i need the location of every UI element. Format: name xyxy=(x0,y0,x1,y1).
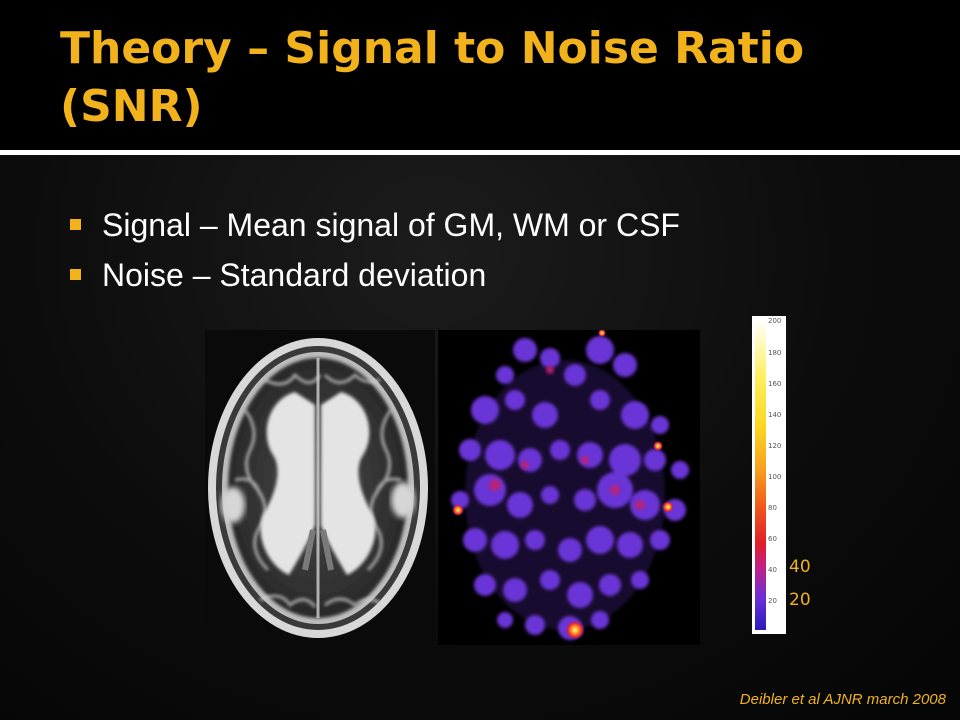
bullet-text: Signal – Mean signal of GM, WM or CSF xyxy=(102,207,680,243)
colorbar-label-40: 40 xyxy=(789,557,811,577)
colorbar-tick: 100 xyxy=(768,473,781,481)
bullet-item: Noise – Standard deviation xyxy=(68,250,680,300)
snr-colorbar: 200 180 160 140 120 100 80 60 40 20 xyxy=(752,316,786,634)
slide-title: Theory – Signal to Noise Ratio (SNR) xyxy=(60,23,805,132)
bullet-square-icon xyxy=(70,269,81,280)
colorbar-tick: 80 xyxy=(768,504,777,512)
bullet-text: Noise – Standard deviation xyxy=(102,257,487,293)
brain-figure xyxy=(205,330,700,645)
bullet-list: Signal – Mean signal of GM, WM or CSF No… xyxy=(68,200,680,300)
snr-map-image xyxy=(438,330,700,645)
mri-image xyxy=(205,330,435,645)
title-bar: Theory – Signal to Noise Ratio (SNR) xyxy=(0,0,960,150)
title-divider xyxy=(0,150,960,155)
colorbar-tick: 40 xyxy=(768,566,777,574)
colorbar-label-20: 20 xyxy=(789,590,811,610)
colorbar-tick: 20 xyxy=(768,597,777,605)
citation: Deibler et al AJNR march 2008 xyxy=(739,691,946,708)
colorbar-tick: 140 xyxy=(768,411,781,419)
bullet-square-icon xyxy=(70,219,81,230)
colorbar-tick: 60 xyxy=(768,535,777,543)
colorbar-tick: 160 xyxy=(768,380,781,388)
colorbar-tick: 200 xyxy=(768,317,781,325)
colorbar-tick: 120 xyxy=(768,442,781,450)
bullet-item: Signal – Mean signal of GM, WM or CSF xyxy=(68,200,680,250)
colorbar-tick: 180 xyxy=(768,349,781,357)
